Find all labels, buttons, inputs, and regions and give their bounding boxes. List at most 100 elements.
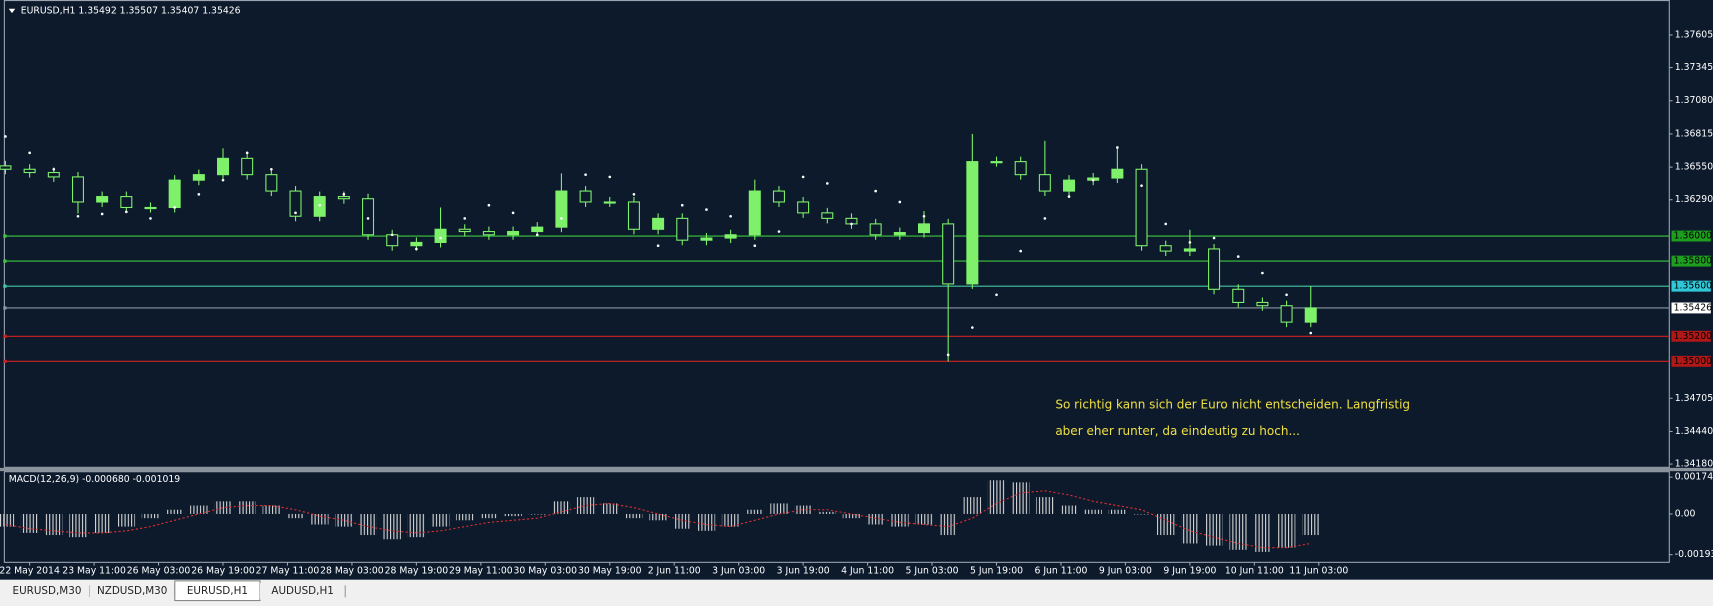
candle-body [797, 201, 810, 214]
header-arrow [8, 8, 16, 14]
level-label: 1.35200 [1674, 331, 1712, 342]
candle-body [700, 237, 713, 241]
sar-dot [1091, 178, 1095, 182]
candle-body [458, 228, 471, 233]
candle-body [289, 190, 302, 217]
candle-body [821, 212, 834, 219]
sar-dot [850, 222, 853, 226]
macd-bar [117, 513, 136, 527]
sar-dot [173, 206, 176, 209]
level-label-box [1671, 355, 1711, 367]
sar-dot [898, 200, 902, 204]
sar-dot [463, 217, 467, 220]
level-label-box [1671, 230, 1711, 242]
x-tick-label: 10 Jun 11:00 [1225, 566, 1284, 577]
tab-label[interactable]: AUDUSD,H1 [271, 585, 333, 597]
sar-dot [100, 212, 104, 216]
sar-dot [1285, 293, 1288, 297]
y-tick-label: 1.36290 [1675, 194, 1713, 205]
tab-label[interactable]: NZDUSD,M30 [97, 585, 167, 597]
tab-background [89, 583, 175, 600]
candle-body [917, 223, 931, 234]
candle-body [1256, 301, 1269, 307]
sar-dot [971, 326, 974, 329]
level-label-box [1671, 255, 1711, 267]
tab-label[interactable]: EURUSD,H1 [187, 585, 248, 597]
macd-bar [238, 501, 256, 514]
macd-bar [1229, 513, 1247, 550]
sar-dot [922, 214, 926, 218]
x-tick-label: 22 May 2014 [0, 566, 60, 577]
macd-bar [190, 505, 208, 514]
macd-bar [1156, 513, 1175, 536]
macd-bar [794, 505, 812, 514]
candle-body [410, 241, 423, 247]
sar-dot [1043, 217, 1047, 220]
price-panel [3, 0, 1670, 468]
sar-dot [125, 210, 128, 214]
tab[interactable]: AUDUSD,H1 [260, 583, 346, 600]
macd-bar [1205, 513, 1223, 546]
macd-signal [5, 490, 1311, 549]
x-tick-label: 30 May 19:00 [578, 566, 642, 577]
candle-body [507, 230, 520, 236]
candle-body [676, 217, 689, 241]
x-tick-label: 4 Jun 11:00 [841, 566, 894, 577]
x-tick-label: 30 May 03:00 [514, 566, 578, 577]
sar-dot [1116, 146, 1119, 149]
sar-dot [1164, 222, 1168, 226]
macd-bar [335, 513, 353, 527]
indicator-y-tick-label: -0.001931 [1675, 549, 1713, 560]
macd-bar [746, 509, 764, 514]
panel-splitter [0, 467, 1713, 472]
candle-body [96, 196, 109, 203]
y-tick-label: 1.34705 [1675, 393, 1713, 404]
sar-dot [995, 293, 998, 297]
sar-dot [584, 173, 587, 176]
macd-bar [601, 503, 619, 514]
sar-dot [705, 208, 708, 211]
level-marker [3, 284, 7, 288]
candle-body [1304, 307, 1317, 323]
sar-dot [318, 203, 322, 207]
sar-dot [753, 244, 757, 248]
tab[interactable]: NZDUSD,M30 [89, 583, 176, 600]
macd-bar [625, 513, 643, 519]
candle-body [434, 228, 447, 243]
candle-body [990, 161, 1003, 164]
level-marker [3, 359, 7, 363]
macd-bar [480, 513, 498, 519]
sar-dot [777, 230, 781, 233]
level-marker [3, 306, 7, 310]
candle-body [1232, 288, 1245, 303]
y-tick-label: 1.36815 [1675, 128, 1713, 139]
candle-body [1159, 245, 1172, 252]
y-tick-label: 1.34440 [1675, 426, 1713, 437]
candle-body [265, 174, 278, 192]
tab[interactable]: EURUSD,M30 [4, 583, 91, 600]
sar-dot [1309, 331, 1313, 335]
level-label: 1.35000 [1674, 356, 1712, 367]
x-tick-label: 9 Jun 03:00 [1099, 566, 1152, 577]
x-tick-label: 5 Jun 19:00 [970, 566, 1023, 577]
macd-bar [649, 513, 667, 521]
macd-bar [1011, 482, 1030, 514]
candle-body [748, 190, 761, 236]
x-tick-label: 27 May 11:00 [256, 566, 320, 577]
sar-dot [76, 214, 80, 218]
x-tick-label: 26 May 03:00 [127, 566, 191, 577]
macd-bar [842, 513, 861, 519]
x-tick-label: 23 May 11:00 [62, 566, 126, 577]
macd-bar [1253, 513, 1272, 552]
candle-body [869, 223, 882, 236]
tab[interactable]: EURUSD,H1 [174, 580, 261, 602]
sar-dot [656, 244, 660, 248]
tab-label[interactable]: EURUSD,M30 [13, 585, 82, 597]
sar-dot [487, 203, 491, 207]
candle-body [362, 198, 375, 236]
level-label-box [1671, 330, 1711, 342]
candle-body [1014, 161, 1027, 176]
sar-dot [390, 233, 394, 237]
candle-body [168, 179, 181, 209]
